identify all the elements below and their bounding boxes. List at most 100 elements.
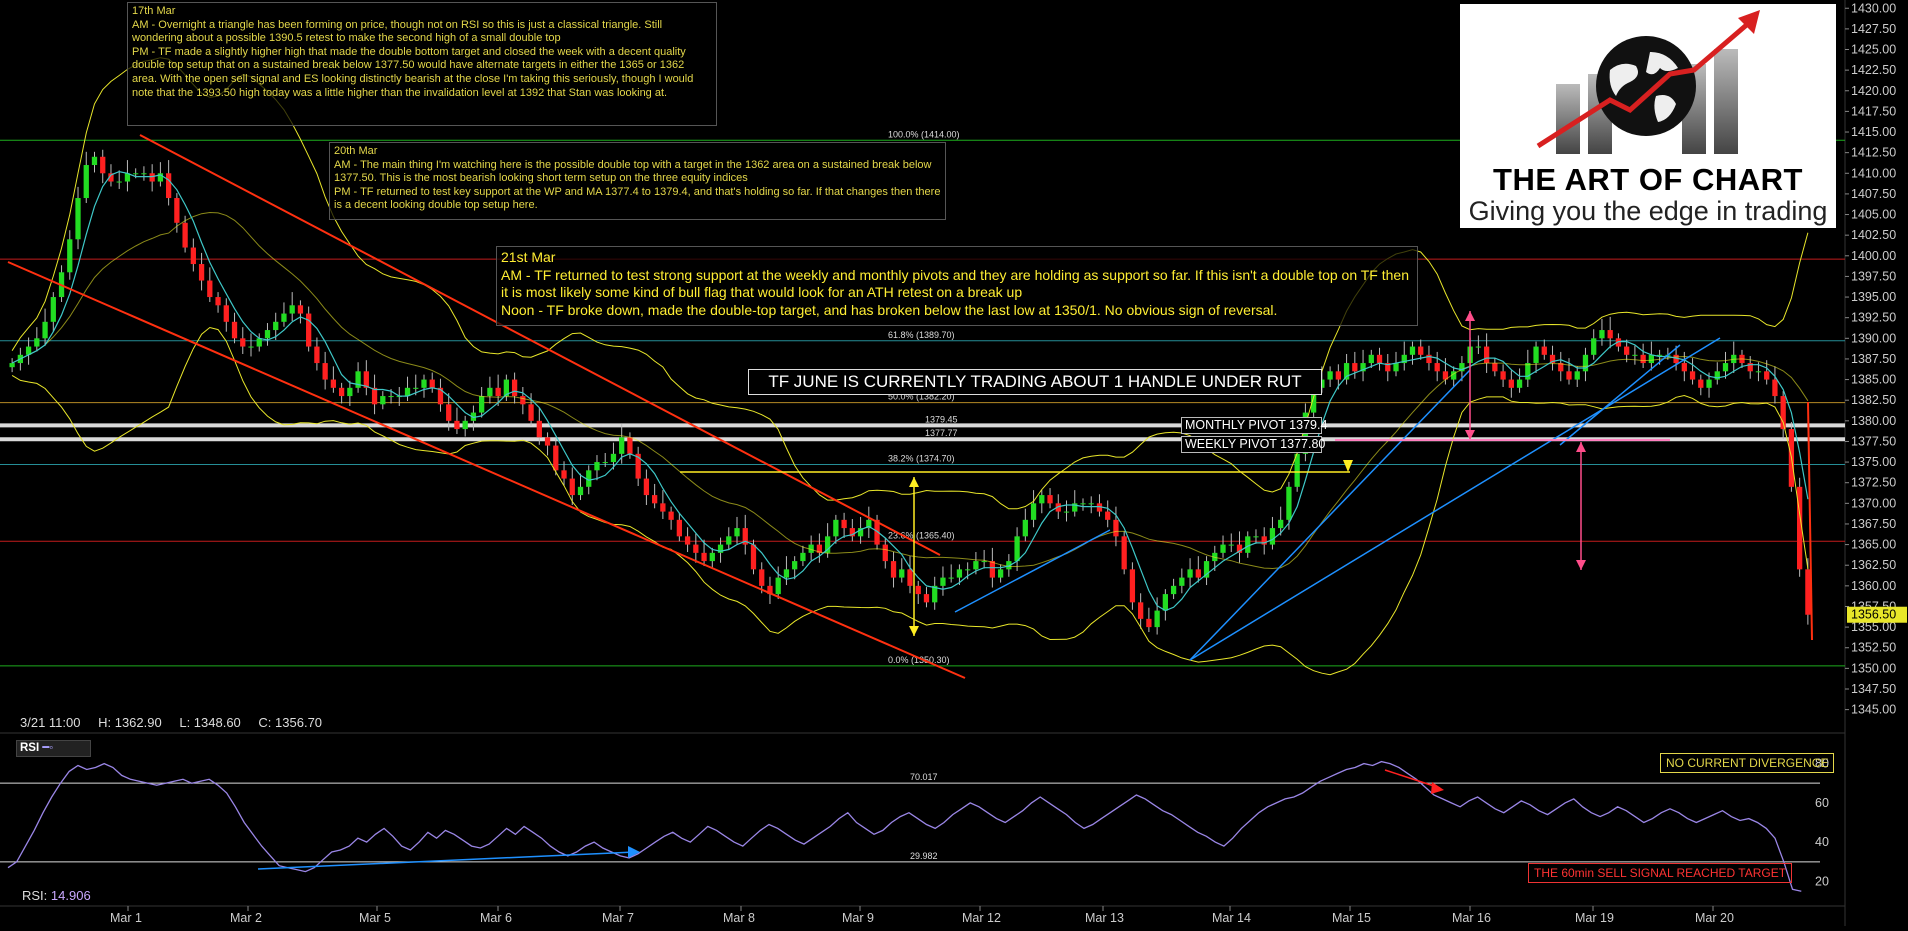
candle-body	[1706, 379, 1712, 388]
level-label: 38.2% (1374.70)	[888, 454, 955, 464]
logo-graphic	[1536, 10, 1760, 154]
sell-signal-label: THE 60min SELL SIGNAL REACHED TARGET	[1528, 863, 1793, 883]
rsi-divergence-line	[257, 851, 636, 870]
candle-body	[833, 519, 839, 537]
candle-body	[1442, 371, 1449, 380]
candle-body	[627, 437, 633, 454]
candle-body	[1516, 379, 1523, 388]
time-tick-label: Mar 9	[842, 911, 874, 925]
price-tick-label: 1352.50	[1851, 641, 1896, 655]
candle-body	[363, 371, 369, 388]
candle-body	[1525, 363, 1531, 380]
time-tick-label: Mar 19	[1575, 911, 1614, 925]
candle-body	[91, 156, 98, 166]
candle-body	[215, 297, 221, 306]
candle-body	[997, 569, 1004, 578]
candle-body	[1451, 371, 1457, 380]
candle-body	[1343, 363, 1350, 380]
rsi-level-label: 70.017	[910, 772, 938, 782]
candle-body	[989, 561, 996, 578]
candle-body	[248, 346, 254, 348]
candle-body	[1335, 371, 1341, 380]
candle-body	[503, 379, 510, 397]
candle-body	[1385, 363, 1391, 372]
logo-tagline: Giving you the edge in trading	[1468, 196, 1828, 226]
level-label: 23.6% (1365.40)	[888, 530, 955, 540]
ohlc-high: H: 1362.90	[98, 715, 162, 730]
candle-body	[281, 313, 287, 322]
art-of-chart-logo: THE ART OF CHART Giving you the edge in …	[1460, 4, 1836, 228]
price-tick-label: 1410.00	[1851, 166, 1896, 180]
candle-body	[775, 577, 781, 595]
candle-body	[1146, 618, 1152, 628]
candle-body	[322, 363, 328, 380]
level-label: 100.0% (1414.00)	[888, 129, 960, 139]
candle-body	[1541, 346, 1547, 355]
yellow-target-arrow-head	[909, 626, 919, 636]
candle-body	[1599, 330, 1605, 339]
candle-body	[264, 330, 271, 339]
candle-body	[824, 536, 831, 553]
ohlc-readout: 3/21 11:00 H: 1362.90 L: 1348.60 C: 1356…	[20, 715, 336, 730]
candle-body	[470, 412, 477, 421]
candle-body	[1138, 602, 1144, 619]
candle-body	[759, 569, 765, 586]
candle-body	[1047, 495, 1053, 504]
rsi-tick-label: 40	[1815, 835, 1829, 849]
price-tick-label: 1367.50	[1851, 517, 1896, 531]
ohlc-low: L: 1348.60	[179, 715, 241, 730]
candle-body	[619, 437, 625, 454]
note-line: PM - TF made a slightly higher high that…	[132, 45, 694, 99]
candle-body	[792, 561, 798, 570]
candle-body	[1261, 536, 1267, 545]
candle-body	[75, 198, 81, 240]
candle-body	[1014, 536, 1020, 562]
rsi-panel-tag[interactable]: RSI ━◦	[16, 740, 91, 757]
candle-body	[816, 544, 823, 553]
candle-body	[1039, 495, 1045, 504]
candle-body	[495, 387, 501, 397]
candle-body	[528, 404, 534, 421]
candle-body	[1483, 346, 1490, 364]
candle-body	[462, 420, 468, 430]
note-line: Noon - TF broke down, made the double-to…	[501, 301, 1278, 318]
time-tick-label: Mar 5	[359, 911, 391, 925]
monthly-pivot-label: MONTHLY PIVOT 1379.4	[1181, 417, 1327, 434]
candle-body	[1055, 503, 1061, 512]
candle-body	[1376, 354, 1383, 364]
candle-body	[1714, 371, 1720, 380]
candle-body	[67, 239, 73, 273]
price-tick-label: 1365.00	[1851, 538, 1896, 552]
bollinger-upper	[11, 57, 1809, 510]
price-tick-label: 1360.00	[1851, 579, 1896, 593]
candle-body	[857, 528, 864, 537]
candle-body	[174, 198, 180, 223]
candle-body	[207, 280, 213, 298]
candle-body	[1236, 544, 1243, 553]
last-price-label: 1356.50	[1851, 608, 1896, 622]
candle-body	[1805, 569, 1811, 615]
price-tick-label: 1395.00	[1851, 290, 1896, 304]
price-tick-label: 1425.00	[1851, 43, 1896, 57]
moving-average	[11, 170, 1809, 612]
candle-body	[1591, 338, 1597, 355]
candle-body	[1574, 371, 1580, 380]
candle-body	[1245, 536, 1251, 553]
candle-body	[734, 528, 740, 537]
candle-body	[569, 478, 575, 496]
candle-body	[717, 544, 724, 553]
candle-body	[347, 387, 353, 397]
candle-body	[1722, 363, 1729, 372]
note-line: AM - The main thing I'm watching here is…	[334, 158, 932, 185]
price-tick-label: 1420.00	[1851, 84, 1896, 98]
price-tick-label: 1417.50	[1851, 104, 1896, 118]
candle-body	[940, 577, 946, 586]
candle-body	[273, 321, 279, 331]
time-tick-label: Mar 6	[480, 911, 512, 925]
yellow-target-arrow-head	[909, 477, 919, 487]
price-tick-label: 1390.00	[1851, 331, 1896, 345]
candle-body	[808, 544, 814, 553]
candle-body	[190, 247, 196, 265]
candle-body	[1624, 346, 1630, 355]
